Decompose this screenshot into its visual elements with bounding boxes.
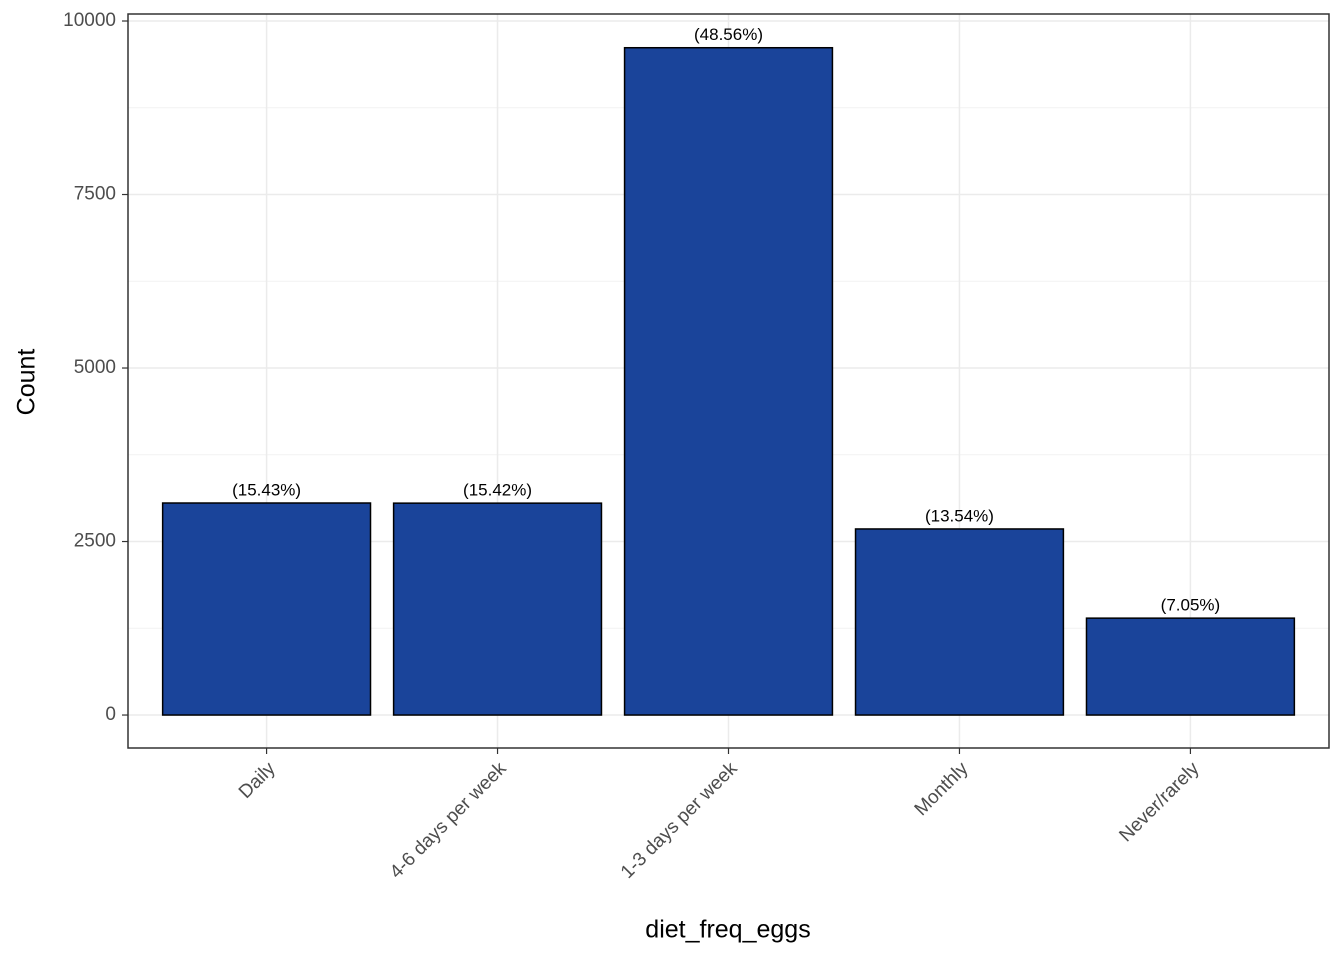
y-tick-label: 2500 bbox=[74, 531, 116, 552]
x-axis-title: diet_freq_eggs bbox=[645, 916, 810, 944]
y-axis-title: Count bbox=[13, 349, 41, 416]
x-tick-label: 1-3 days per week bbox=[617, 758, 742, 883]
y-tick-label: 0 bbox=[105, 704, 116, 725]
x-tick-label: Never/rarely bbox=[1115, 758, 1203, 846]
bar-label: (15.43%) bbox=[232, 480, 301, 499]
y-tick-label: 7500 bbox=[74, 184, 116, 205]
bar bbox=[161, 502, 372, 716]
bar-label: (15.42%) bbox=[463, 481, 532, 500]
x-tick-label: Daily bbox=[235, 758, 280, 803]
y-tick-label: 5000 bbox=[74, 357, 116, 378]
bar-label: (48.56%) bbox=[694, 25, 763, 44]
panel-border bbox=[127, 13, 1330, 749]
bar bbox=[1085, 617, 1296, 716]
bar bbox=[623, 46, 834, 716]
x-tick-label: 4-6 days per week bbox=[386, 758, 511, 883]
y-tick-label: 10000 bbox=[63, 10, 116, 31]
bar-label: (7.05%) bbox=[1161, 596, 1221, 615]
bar-label: (13.54%) bbox=[925, 506, 994, 525]
bar bbox=[854, 528, 1065, 716]
x-tick-label: Monthly bbox=[911, 758, 973, 820]
bar bbox=[392, 502, 603, 716]
